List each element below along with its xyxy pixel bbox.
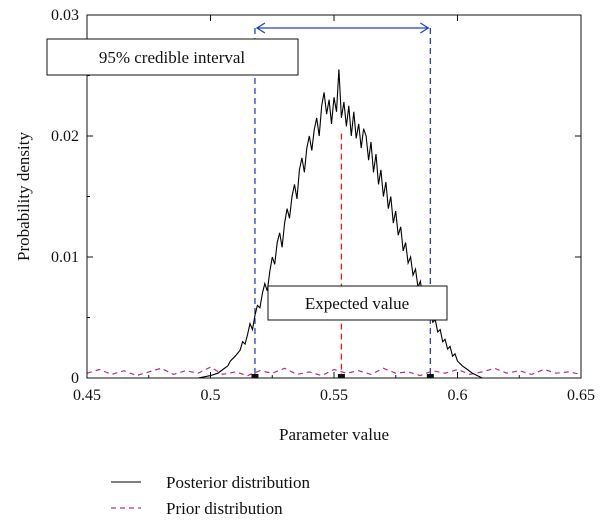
credible-interval-arrow-left-head — [255, 22, 266, 34]
x-axis-title: Parameter value — [279, 425, 389, 444]
legend: Posterior distribution Prior distribution — [111, 473, 311, 518]
expected-value-label-box — [267, 285, 448, 321]
credible-interval-label-box — [46, 38, 299, 76]
prior-distribution-line — [86, 366, 582, 377]
x-tick-label: 0.5 — [201, 387, 221, 404]
credible-interval-arrow-right-head — [419, 22, 430, 34]
y-tick-label: 0 — [71, 370, 79, 387]
x-tick-label: 0.45 — [73, 387, 101, 404]
axis-marker-upper — [426, 374, 434, 378]
posterior-series-group — [197, 69, 483, 379]
prior-series-group — [86, 366, 582, 377]
credible-interval-group — [254, 22, 431, 378]
posterior-distribution-line — [197, 69, 483, 379]
legend-label-posterior: Posterior distribution — [166, 473, 311, 492]
annotation-labels-group: 95% credible interval Expected value — [46, 38, 448, 321]
x-tick-label: 0.6 — [448, 387, 468, 404]
x-tick-label: 0.65 — [567, 387, 595, 404]
x-tick-label: 0.55 — [320, 387, 348, 404]
credible-interval-label: 95% credible interval — [99, 48, 246, 67]
y-tick-label: 0.02 — [51, 128, 79, 145]
y-axis-title: Probability density — [14, 132, 33, 261]
expected-value-group — [251, 133, 434, 378]
y-tick-label: 0.01 — [51, 249, 79, 266]
y-tick-label: 0.03 — [51, 7, 79, 24]
expected-value-label: Expected value — [305, 294, 409, 313]
legend-label-prior: Prior distribution — [166, 499, 283, 518]
axis-marker-lower — [251, 374, 259, 378]
axes-group: 0.45 0.5 0.55 0.6 0.65 0 0.01 0.02 0.03 Parameter… — [14, 7, 595, 444]
axis-marker-expected — [337, 374, 345, 378]
